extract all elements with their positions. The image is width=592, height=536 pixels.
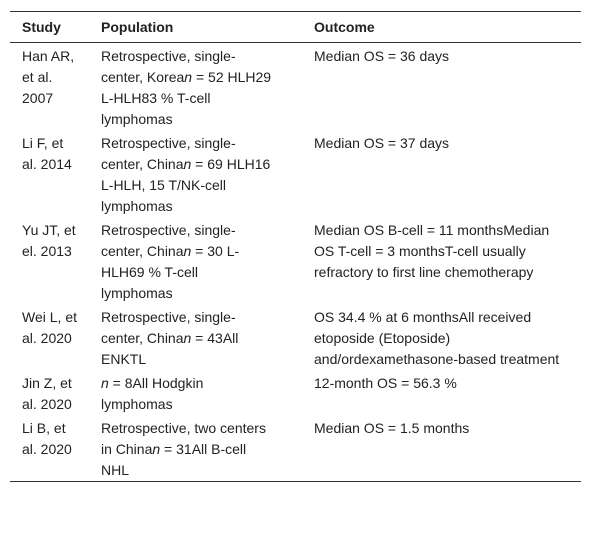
cell-text: Retrospective, two centers in China <box>101 420 266 457</box>
table-cell: Wei L, et al. 2020 <box>10 304 89 370</box>
table-cell: Retrospective, single-center, Korean = 5… <box>89 43 302 131</box>
header-cell: Outcome <box>302 11 581 43</box>
table-cell: Median OS = 37 days <box>302 130 581 217</box>
header-cell: Study <box>10 11 89 43</box>
table-cell: n = 8All Hodgkin lymphomas <box>89 370 302 415</box>
cell-text: Yu JT, et el. 2013 <box>22 222 76 259</box>
table-row: Li B, et al. 2020 Retrospective, two cent… <box>10 415 581 482</box>
cell-text: Retrospective, single-center, Korea <box>101 48 236 85</box>
italic-text: n <box>101 375 109 391</box>
cell-text: Retrospective, single-center, China <box>101 309 236 346</box>
table-row: Wei L, et al. 2020 Retrospective, single-… <box>10 304 581 370</box>
cell-text: = 52 HLH29 L-HLH83 % T-cell lymphomas <box>101 69 272 127</box>
cell-text: Median OS = 37 days <box>314 135 450 151</box>
table-cell: Jin Z, et al. 2020 <box>10 370 89 415</box>
cell-text: Retrospective, single-center, China <box>101 135 236 172</box>
cell-text: Li F, et al. 2014 <box>22 135 72 172</box>
cell-text: = 31All B-cell NHL <box>101 441 247 478</box>
table-cell: Yu JT, et el. 2013 <box>10 217 89 304</box>
cell-text: Li B, et al. 2020 <box>22 420 72 457</box>
table-row: Yu JT, et el. 2013 Retrospective, single-… <box>10 217 581 304</box>
table-cell: 12-month OS = 56.3 % <box>302 370 581 415</box>
header-row: Study Population Outcome <box>10 11 581 43</box>
table-row: Li F, et al. 2014 Retrospective, single-c… <box>10 130 581 217</box>
italic-text: n <box>183 156 192 172</box>
italic-text: n <box>184 69 193 85</box>
cell-text: = 69 HLH16 L-HLH, 15 T/NK-cell lymphomas <box>101 156 271 214</box>
table-body: Han AR, et al. 2007 Retrospective, single… <box>10 43 581 482</box>
cell-text: = 30 L-HLH69 % T-cell lymphomas <box>101 243 240 301</box>
cell-text: Median OS = 1.5 months <box>314 420 470 436</box>
cell-text: OS 34.4 % at 6 monthsAll received etopos… <box>314 309 560 367</box>
header-cell: Population <box>89 11 302 43</box>
table-row: Jin Z, et al. 2020 n = 8All Hodgkin lymph… <box>10 370 581 415</box>
cell-text: Retrospective, single-center, China <box>101 222 236 259</box>
italic-text: n <box>183 330 192 346</box>
cell-text: Wei L, et al. 2020 <box>22 309 77 346</box>
cell-text: 12-month OS = 56.3 % <box>314 375 457 391</box>
table-header: Study Population Outcome <box>10 11 581 43</box>
table-cell: Median OS B-cell = 11 monthsMedian OS T-… <box>302 217 581 304</box>
table-row: Han AR, et al. 2007 Retrospective, single… <box>10 43 581 131</box>
cell-text: Han AR, et al. 2007 <box>22 48 75 106</box>
table-cell: Li F, et al. 2014 <box>10 130 89 217</box>
cell-text: = 43All ENKTL <box>101 330 239 367</box>
table-cell: Li B, et al. 2020 <box>10 415 89 482</box>
table-cell: Retrospective, single-center, Chinan = 4… <box>89 304 302 370</box>
table-cell: Han AR, et al. 2007 <box>10 43 89 131</box>
table-cell: Median OS = 1.5 months <box>302 415 581 482</box>
table-cell: OS 34.4 % at 6 monthsAll received etopos… <box>302 304 581 370</box>
table-cell: Median OS = 36 days <box>302 43 581 131</box>
table-cell: Retrospective, single-center, Chinan = 6… <box>89 130 302 217</box>
table-cell: Retrospective, single-center, Chinan = 3… <box>89 217 302 304</box>
italic-text: n <box>152 441 161 457</box>
table-cell: Retrospective, two centers in Chinan = 3… <box>89 415 302 482</box>
cell-text: Median OS = 36 days <box>314 48 450 64</box>
cell-text: = 8All Hodgkin lymphomas <box>101 375 204 412</box>
cell-text: Jin Z, et al. 2020 <box>22 375 72 412</box>
italic-text: n <box>183 243 192 259</box>
cell-text: Median OS B-cell = 11 monthsMedian OS T-… <box>314 222 550 280</box>
study-table: Study Population Outcome Han AR, et al. … <box>10 11 581 482</box>
